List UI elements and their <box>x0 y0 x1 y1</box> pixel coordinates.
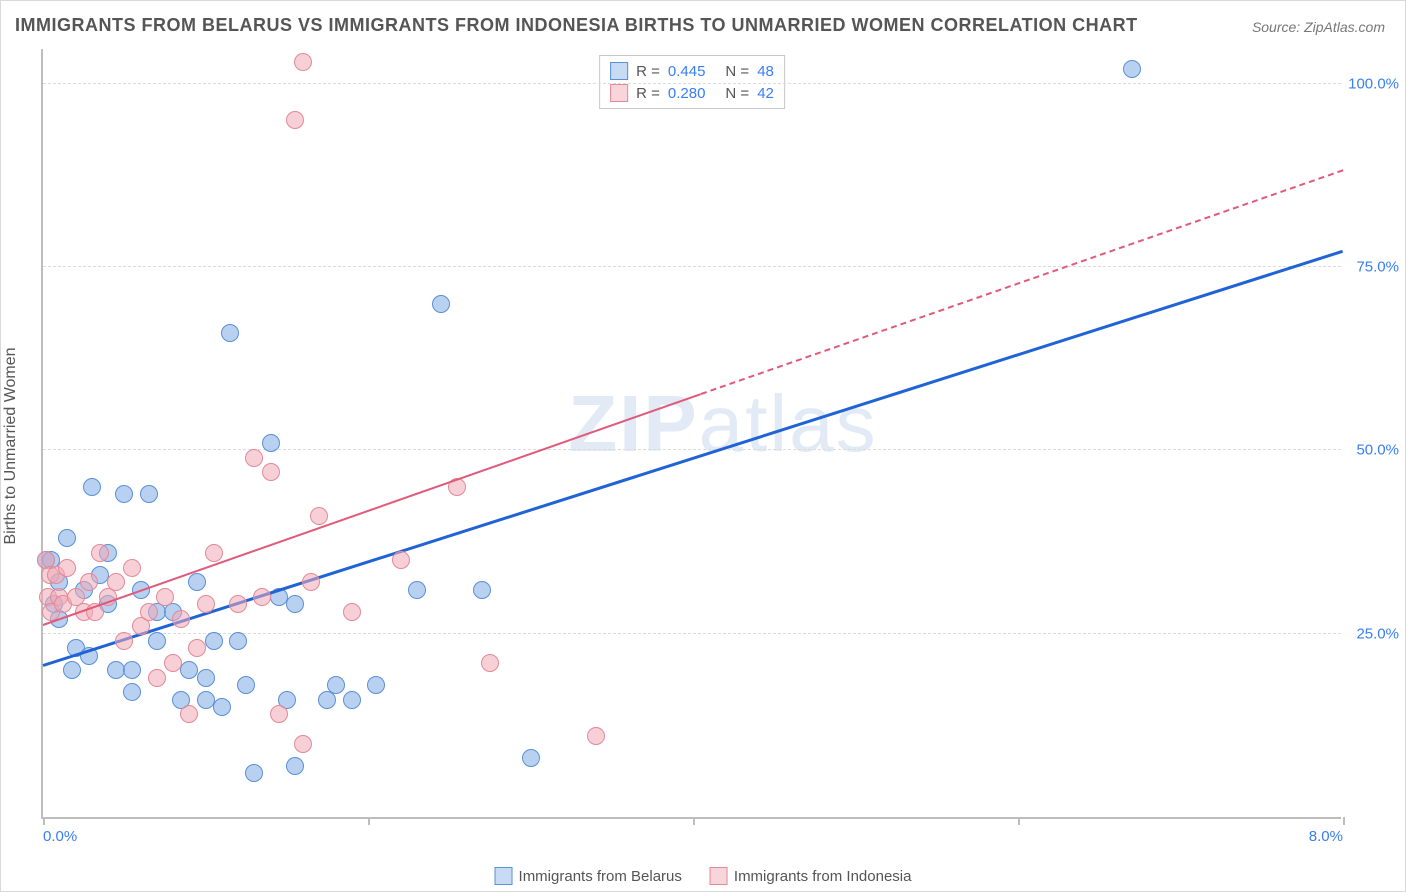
gridline <box>43 266 1341 267</box>
data-point <box>172 610 190 628</box>
data-point <box>205 632 223 650</box>
chart-frame: IMMIGRANTS FROM BELARUS VS IMMIGRANTS FR… <box>0 0 1406 892</box>
y-tick-label: 75.0% <box>1344 259 1399 276</box>
n-label: N = <box>725 85 749 102</box>
data-point <box>148 632 166 650</box>
x-tick-label: 0.0% <box>43 828 77 845</box>
swatch-icon <box>710 867 728 885</box>
data-point <box>253 588 271 606</box>
trend-line <box>43 393 702 626</box>
data-point <box>294 735 312 753</box>
n-label: N = <box>725 63 749 80</box>
stats-row: R = 0.280 N = 42 <box>610 82 774 104</box>
x-tick <box>693 817 695 825</box>
data-point <box>229 595 247 613</box>
data-point <box>237 676 255 694</box>
data-point <box>188 639 206 657</box>
r-label: R = <box>636 85 660 102</box>
data-point <box>432 295 450 313</box>
data-point <box>164 654 182 672</box>
plot-area: ZIPatlas R = 0.445 N = 48 R = 0.280 N = … <box>41 49 1341 819</box>
r-label: R = <box>636 63 660 80</box>
data-point <box>91 544 109 562</box>
data-point <box>197 595 215 613</box>
data-point <box>140 485 158 503</box>
data-point <box>213 698 231 716</box>
data-point <box>115 485 133 503</box>
legend-label: Immigrants from Indonesia <box>734 868 912 885</box>
watermark-bold: ZIP <box>568 379 698 468</box>
gridline <box>43 449 1341 450</box>
data-point <box>80 573 98 591</box>
n-value: 48 <box>757 63 774 80</box>
data-point <box>123 661 141 679</box>
data-point <box>63 661 81 679</box>
data-point <box>522 749 540 767</box>
x-tick <box>1018 817 1020 825</box>
data-point <box>343 691 361 709</box>
data-point <box>343 603 361 621</box>
data-point <box>245 764 263 782</box>
x-tick-label: 8.0% <box>1309 828 1343 845</box>
data-point <box>188 573 206 591</box>
data-point <box>107 573 125 591</box>
swatch-icon <box>610 62 628 80</box>
data-point <box>302 573 320 591</box>
data-point <box>310 507 328 525</box>
data-point <box>83 478 101 496</box>
data-point <box>58 529 76 547</box>
data-point <box>327 676 345 694</box>
r-value: 0.445 <box>668 63 706 80</box>
r-value: 0.280 <box>668 85 706 102</box>
data-point <box>58 559 76 577</box>
source-credit: Source: ZipAtlas.com <box>1252 19 1385 35</box>
data-point <box>286 757 304 775</box>
data-point <box>392 551 410 569</box>
data-point <box>123 683 141 701</box>
data-point <box>481 654 499 672</box>
y-tick-label: 25.0% <box>1344 625 1399 642</box>
data-point <box>221 324 239 342</box>
data-point <box>148 669 166 687</box>
y-tick-label: 50.0% <box>1344 442 1399 459</box>
data-point <box>262 463 280 481</box>
data-point <box>286 111 304 129</box>
series-legend: Immigrants from Belarus Immigrants from … <box>495 867 912 885</box>
x-tick <box>1343 817 1345 825</box>
stats-row: R = 0.445 N = 48 <box>610 60 774 82</box>
legend-label: Immigrants from Belarus <box>519 868 682 885</box>
data-point <box>408 581 426 599</box>
gridline <box>43 83 1341 84</box>
legend-item: Immigrants from Belarus <box>495 867 682 885</box>
swatch-icon <box>495 867 513 885</box>
x-tick <box>368 817 370 825</box>
x-tick <box>43 817 45 825</box>
data-point <box>123 559 141 577</box>
data-point <box>286 595 304 613</box>
data-point <box>587 727 605 745</box>
data-point <box>205 544 223 562</box>
data-point <box>115 632 133 650</box>
data-point <box>294 53 312 71</box>
data-point <box>156 588 174 606</box>
y-axis-title: Births to Unmarried Women <box>2 347 20 544</box>
legend-item: Immigrants from Indonesia <box>710 867 912 885</box>
data-point <box>1123 60 1141 78</box>
n-value: 42 <box>757 85 774 102</box>
data-point <box>197 669 215 687</box>
data-point <box>229 632 247 650</box>
watermark-thin: atlas <box>699 379 878 468</box>
data-point <box>180 705 198 723</box>
data-point <box>262 434 280 452</box>
data-point <box>473 581 491 599</box>
swatch-icon <box>610 84 628 102</box>
data-point <box>245 449 263 467</box>
data-point <box>367 676 385 694</box>
y-tick-label: 100.0% <box>1344 75 1399 92</box>
chart-title: IMMIGRANTS FROM BELARUS VS IMMIGRANTS FR… <box>15 15 1138 36</box>
data-point <box>140 603 158 621</box>
data-point <box>270 705 288 723</box>
